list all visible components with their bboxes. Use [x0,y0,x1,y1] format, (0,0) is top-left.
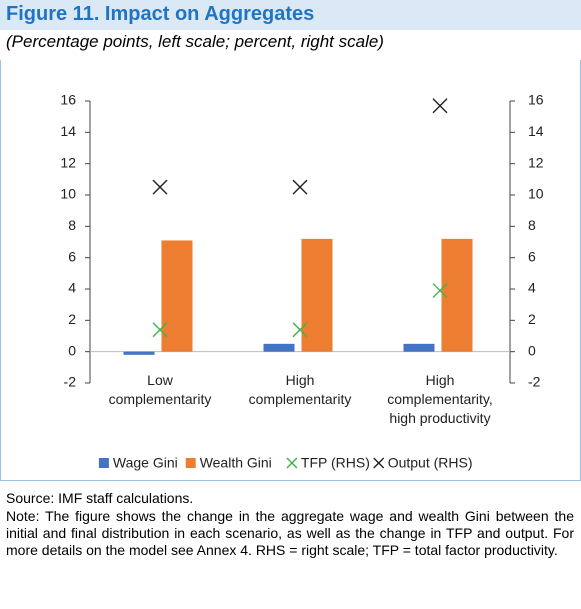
legend-label: TFP (RHS) [301,455,370,471]
y-tick-label: 4 [68,280,76,296]
legend-marker [373,457,385,469]
y-tick-label: -2 [64,374,77,390]
y2-tick-label: 6 [528,248,536,264]
bar [263,343,295,352]
y2-tick-label: 4 [528,280,536,296]
legend-label: Wage Gini [113,455,178,471]
y-tick-label: 14 [60,123,76,139]
legend-swatch [185,458,196,468]
y2-tick-label: 10 [528,186,544,202]
x-stroke [292,179,308,195]
y2-tick-label: 16 [528,92,544,108]
x-marker [152,322,168,338]
y-tick-label: 8 [68,217,76,233]
x-marker [292,179,308,195]
x-stroke [432,98,448,114]
note: Note: The figure shows the change in the… [6,508,574,558]
x-marker [432,98,448,114]
y-tick-label: 12 [60,154,76,170]
y2-tick-label: 2 [528,311,536,327]
x-marker [292,322,308,338]
y-tick-label: 10 [60,186,76,202]
source: Source: IMF staff calculations. [6,490,194,506]
legend-label: Output (RHS) [388,455,473,471]
bar [301,238,333,352]
bar [161,240,193,352]
legend-marker [286,457,298,469]
x-tick-label: High complementarity, high productivity [387,372,493,426]
legend-label: Wealth Gini [200,455,272,471]
legend-swatch [98,458,109,468]
bar [441,238,473,352]
y2-tick-label: -2 [528,374,541,390]
bar [123,351,155,355]
x-stroke [432,283,448,299]
x-marker [152,179,168,195]
x-stroke [152,179,168,195]
y2-tick-label: 14 [528,123,544,139]
y-tick-label: 0 [68,342,76,358]
x-tick-label: High complementarity [248,372,352,407]
chart-subtitle: (Percentage points, left scale; percent,… [6,32,384,51]
x-stroke [292,322,308,338]
title-band [0,0,581,30]
y-tick-label: 2 [68,311,76,327]
y2-tick-label: 8 [528,217,536,233]
y2-tick-label: 12 [528,154,544,170]
bar [403,343,435,352]
y-tick-label: 16 [60,92,76,108]
x-stroke [152,322,168,338]
x-tick-label: Low complementarity [108,372,212,407]
y2-tick-label: 0 [528,342,536,358]
y-tick-label: 6 [68,248,76,264]
chart-title: Figure 11. Impact on Aggregates [6,3,315,25]
x-marker [432,283,448,299]
